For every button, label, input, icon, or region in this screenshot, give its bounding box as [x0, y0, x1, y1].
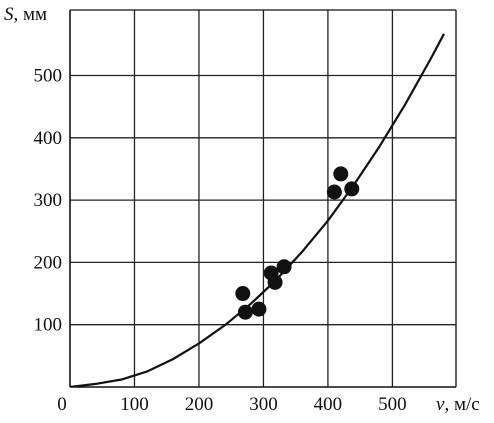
fit-curve — [70, 33, 445, 387]
y-tick-label-100: 100 — [34, 315, 63, 336]
data-points — [235, 166, 360, 320]
data-point-1 — [235, 286, 251, 302]
x-axis-title: v, м/с — [436, 394, 480, 415]
data-point-3 — [251, 301, 267, 317]
x-tick-label-200: 200 — [185, 394, 214, 415]
x-tick-label-400: 400 — [314, 394, 343, 415]
x-tick-label-300: 300 — [249, 394, 278, 415]
data-point-8 — [333, 166, 349, 182]
data-point-9 — [344, 181, 360, 197]
x-tick-label-500: 500 — [378, 394, 407, 415]
y-tick-label-400: 400 — [34, 128, 63, 149]
y-tick-label-300: 300 — [34, 190, 63, 211]
y-tick-label-500: 500 — [34, 66, 63, 87]
tick-labels: 0 100 200 300 400 500 100 200 300 400 500 — [34, 66, 407, 416]
y-axis-title: S, мм — [4, 4, 47, 25]
data-point-6 — [276, 259, 292, 275]
y-tick-label-200: 200 — [34, 252, 63, 273]
x-tick-label-100: 100 — [120, 394, 149, 415]
data-point-5 — [267, 274, 283, 290]
grid — [69, 9, 457, 388]
data-point-7 — [326, 184, 342, 200]
data-point-2 — [237, 304, 253, 320]
fit-curve-layer — [70, 33, 445, 387]
x-tick-label-0: 0 — [57, 394, 67, 415]
